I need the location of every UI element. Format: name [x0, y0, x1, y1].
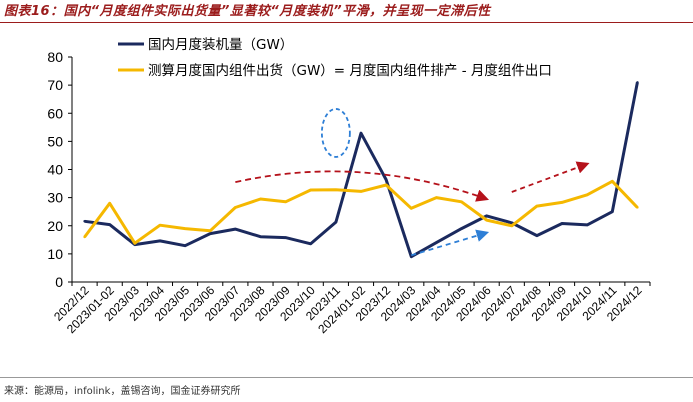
data-point-s1 [359, 190, 363, 193]
data-point-s0 [359, 132, 363, 135]
data-point-s0 [158, 239, 162, 243]
data-point-s1 [460, 200, 463, 204]
y-tick-label: 30 [47, 190, 63, 206]
data-point-s0 [284, 236, 287, 239]
data-point-s0 [460, 227, 463, 230]
data-point-s1 [636, 206, 639, 209]
data-point-s0 [183, 244, 187, 247]
annotation-arrow-arc [235, 170, 490, 202]
data-point-s0 [209, 232, 212, 235]
series-line-0 [84, 82, 639, 259]
data-point-s0 [560, 222, 564, 225]
data-point-s1 [234, 206, 237, 209]
data-point-s1 [410, 207, 413, 210]
data-point-s1 [209, 229, 212, 233]
title-divider [0, 22, 693, 23]
data-point-s1 [510, 224, 513, 227]
data-point-s0 [636, 81, 639, 84]
data-point-s1 [259, 197, 262, 201]
data-point-s1 [535, 204, 539, 208]
data-point-s1 [611, 180, 614, 183]
legend-label-0: 国内月度装机量（GW） [148, 37, 293, 53]
y-tick-label: 10 [47, 246, 63, 262]
source-note: 来源：能源局，infolink，盖锡咨询，国金证券研究所 [4, 386, 241, 397]
data-point-s1 [183, 227, 187, 230]
source-divider [0, 377, 693, 378]
y-tick-label: 40 [47, 162, 63, 178]
data-point-s0 [108, 223, 111, 226]
y-tick-label: 60 [47, 105, 63, 121]
data-point-s0 [309, 242, 312, 245]
data-point-s1 [108, 202, 111, 205]
y-tick-label: 0 [55, 274, 63, 290]
figure-title: 图表16：国内“月度组件实际出货量”显著较“月度装机”平滑，并呈现一定滞后性 [4, 4, 491, 19]
data-point-s0 [334, 220, 338, 224]
data-point-s0 [259, 235, 262, 238]
y-tick-label: 20 [47, 218, 63, 234]
annotation-arrow-3 [511, 161, 590, 193]
y-tick-label: 50 [47, 133, 63, 149]
legend-label-1: 测算月度国内组件出货（GW）= 月度国内组件排产 - 月度组件出口 [148, 62, 552, 79]
data-point-s0 [585, 223, 589, 227]
data-point-s0 [83, 220, 86, 223]
y-tick-label: 80 [47, 49, 63, 65]
line-chart: 010203040506070802022/122023/01-022023/0… [47, 37, 651, 336]
data-point-s0 [611, 210, 614, 213]
data-point-s1 [435, 196, 438, 199]
data-point-s1 [284, 200, 287, 204]
data-point-s1 [585, 193, 589, 197]
data-point-s0 [234, 227, 237, 231]
data-point-s1 [334, 188, 338, 191]
data-point-s1 [309, 188, 312, 192]
data-point-s1 [485, 218, 488, 222]
data-point-s1 [158, 223, 162, 227]
data-point-s0 [384, 178, 388, 181]
data-point-s0 [535, 234, 539, 237]
data-point-s1 [133, 241, 137, 245]
data-point-s0 [410, 255, 413, 258]
data-point-s1 [560, 201, 564, 204]
annotation-ellipse [320, 108, 351, 158]
y-tick-label: 70 [47, 77, 63, 93]
annotation-arrow-2 [411, 229, 490, 257]
data-point-s0 [435, 241, 438, 244]
data-point-s0 [485, 214, 488, 218]
data-point-s1 [384, 183, 388, 187]
data-point-s1 [83, 235, 86, 239]
